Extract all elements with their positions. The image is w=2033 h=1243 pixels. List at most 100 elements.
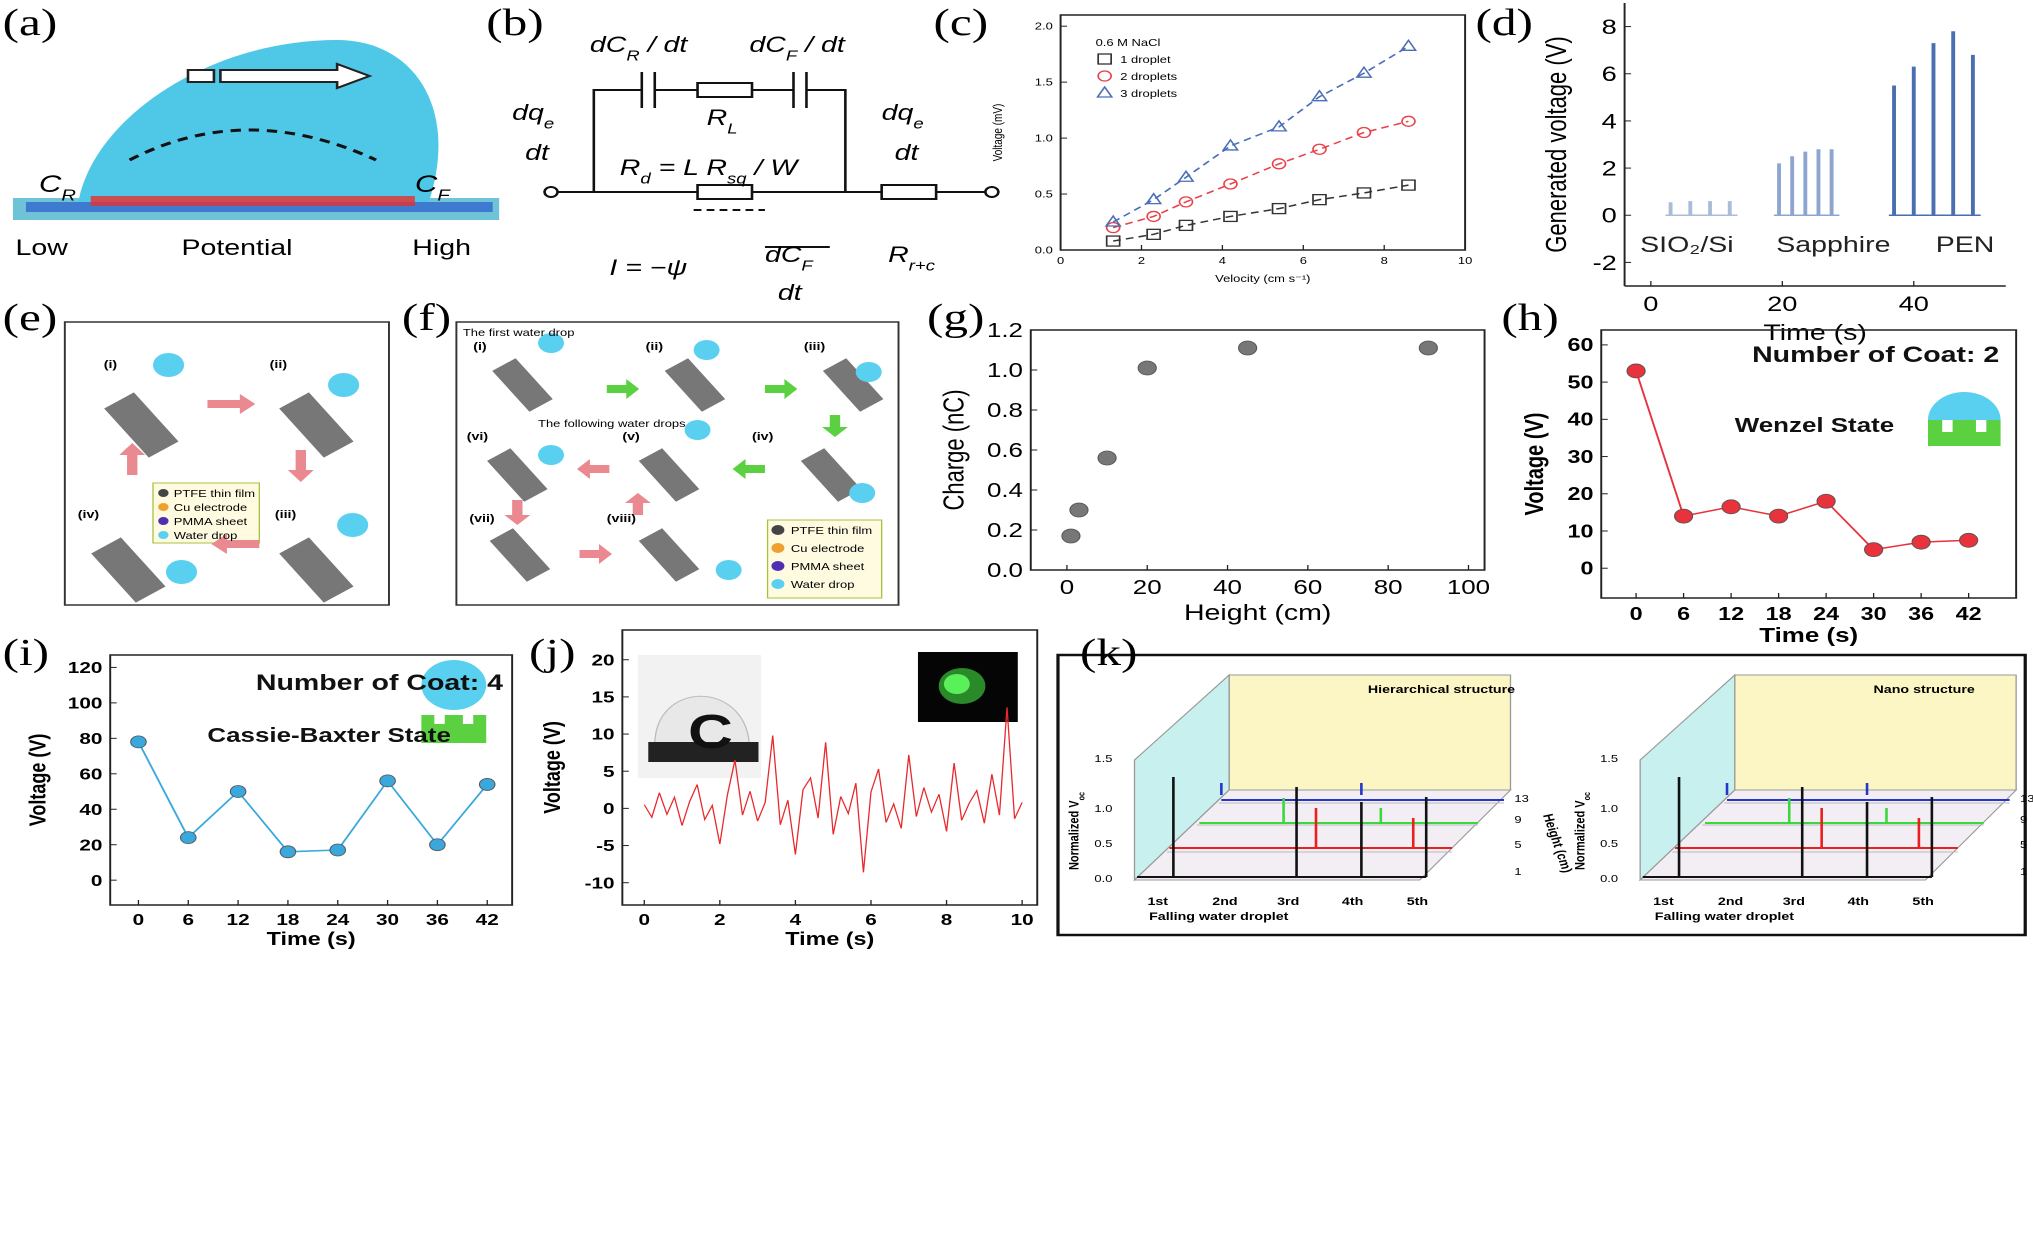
subscript: d [640, 170, 651, 186]
x-tick-label: 4 [790, 910, 802, 928]
legend-marker [1097, 53, 1112, 65]
data-line [1112, 184, 1409, 242]
marker [1177, 169, 1195, 182]
marker [1864, 542, 1884, 558]
x-tick-label: 60 [1293, 576, 1322, 598]
plot-frame [621, 629, 1039, 906]
panel-label: (h) [1501, 296, 1558, 338]
x-tick-label: 4 [1219, 256, 1227, 266]
x-tick-label: 3rd [1783, 895, 1805, 908]
x-tick-label: 40 [1899, 293, 1929, 316]
annotation: C [688, 705, 733, 759]
y-tick-label: 0.0 [987, 559, 1023, 581]
y-tick-label: 0.5 [1600, 839, 1618, 849]
header: The first water drop [463, 328, 575, 338]
annotation: Sapphire [1776, 233, 1890, 257]
y-tick-label: 15 [591, 688, 614, 706]
y-tick-label: 0.8 [987, 399, 1023, 421]
x-tick-label: 12 [227, 910, 250, 928]
marker [1401, 115, 1416, 127]
subscript: r+c [909, 257, 936, 273]
y-tick-label: -5 [596, 836, 614, 854]
y-tick-label: 0 [91, 871, 103, 889]
y-tick-label: 1.0 [1600, 804, 1618, 814]
x-axis-label: Time (s) [1759, 624, 1858, 646]
subscript: R [61, 187, 76, 204]
subscript: F [786, 47, 798, 63]
step-label: (iii) [804, 340, 825, 353]
x-axis-label: Falling water droplet [1655, 910, 1795, 923]
data-line [137, 741, 489, 853]
legend-label: 3 droplets [1120, 89, 1177, 99]
legend-label: Water drop [791, 580, 855, 590]
data-line [643, 707, 1023, 873]
x-axis-label: Time (s) [267, 929, 356, 949]
x-tick-label: 4th [1848, 895, 1869, 908]
chart: 0 6 12 18 24 30 36 42 0 10 20 30 40 50 60 Time (s) Volta… [1519, 329, 2018, 646]
y-tick-label: 1.0 [987, 359, 1023, 381]
x-tick-label: 40 [1213, 576, 1242, 598]
marker [1238, 340, 1258, 356]
x-tick-label: 12 [1718, 604, 1744, 624]
plot-title: Hierarchical structure [1368, 683, 1515, 696]
y-tick-label: 20 [1568, 485, 1594, 505]
y-axis-label: Charge (nC) [939, 389, 970, 510]
marker [1355, 65, 1373, 78]
marker [1399, 38, 1418, 51]
marker [1271, 202, 1287, 215]
text-part: R [888, 243, 909, 267]
marker [1418, 340, 1438, 356]
chart: 0 20 40 60 80 100 0.0 0.2 0.4 0.6 0.8 1.0 1.2 Height … [939, 319, 1490, 625]
legend-swatch [771, 525, 785, 535]
x-tick-label: 8 [941, 910, 953, 928]
x-tick-label: 36 [426, 910, 449, 928]
x-tick-label: 3rd [1277, 895, 1299, 908]
x-tick-label: 20 [1767, 293, 1797, 316]
y-tick-label: 5 [603, 762, 615, 780]
annotation: Number of Coat: 4 [256, 671, 504, 695]
circuit-label: Rd = L Rsq / W [620, 156, 801, 187]
marker [1105, 235, 1121, 247]
text-part: / dt [797, 33, 846, 57]
step-label: (v) [622, 430, 639, 443]
legend-title: 0.6 M NaCl [1096, 38, 1161, 48]
marker [1146, 210, 1161, 223]
marker [1097, 450, 1117, 466]
step-label: (vi) [467, 430, 488, 443]
marker [1137, 360, 1157, 376]
marker [1221, 138, 1240, 151]
marker [1401, 179, 1416, 191]
x-tick-label: 2 [1138, 256, 1145, 266]
circuit-label: I = −ψ [609, 256, 687, 280]
subscript: e [544, 115, 554, 131]
step-label: (iv) [78, 508, 99, 521]
annotation: SIO₂/Si [1640, 233, 1733, 257]
annotation: PEN [1936, 233, 1995, 257]
z-tick-label: 5 [2020, 840, 2027, 850]
text-part: dt [778, 281, 803, 305]
y-tick-label: 8 [1602, 16, 1617, 39]
text-part: dt [525, 141, 550, 165]
panel-label: (d) [1475, 1, 1532, 43]
text-part: I = −ψ [609, 256, 687, 280]
legend-marker [1097, 70, 1112, 82]
y-tick-label: 1.5 [1600, 754, 1618, 764]
marker [1312, 143, 1327, 155]
circuit-label: dt [778, 281, 803, 305]
z-tick-label: 9 [1514, 815, 1521, 825]
circuit-label: dt [895, 141, 920, 165]
marker [1769, 508, 1789, 524]
y-tick-label: 50 [1568, 373, 1594, 393]
label: Low [16, 236, 69, 260]
legend-swatch [158, 531, 169, 539]
x-tick-label: 18 [1766, 604, 1792, 624]
data-line [1112, 45, 1410, 223]
marker [478, 778, 496, 791]
marker [1178, 219, 1194, 232]
legend-label: PMMA sheet [791, 562, 865, 572]
marker [379, 774, 396, 788]
subscript: oc [1076, 792, 1086, 801]
x-tick-label: 0 [1630, 604, 1643, 624]
marker [1271, 158, 1287, 170]
